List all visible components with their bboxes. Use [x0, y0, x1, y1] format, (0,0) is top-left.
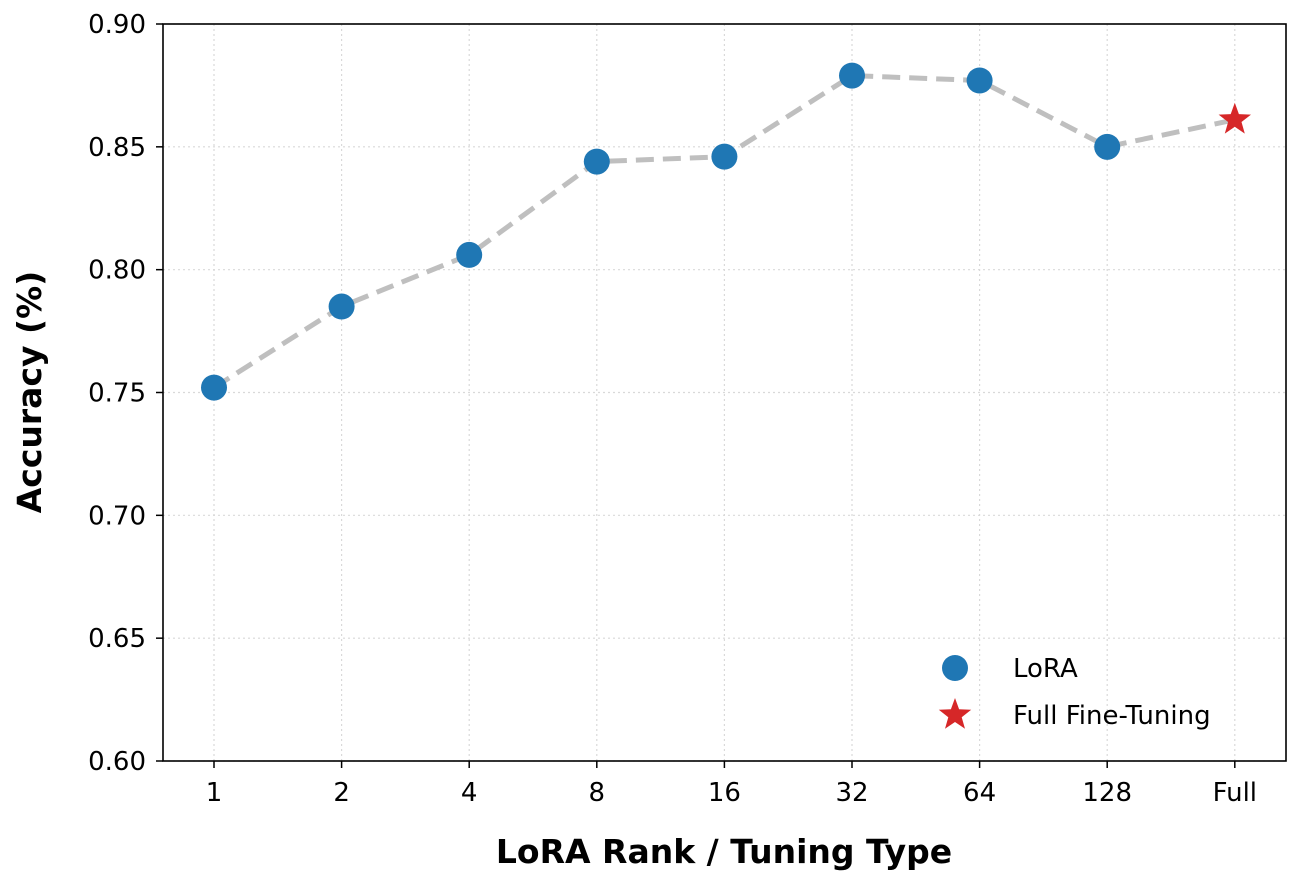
- y-tick-label: 0.65: [88, 624, 146, 654]
- y-tick-label: 0.90: [88, 10, 146, 40]
- data-point-lora-rank-1: [201, 374, 227, 401]
- data-markers: [201, 62, 1251, 401]
- x-tick-label: 1: [206, 778, 223, 808]
- x-tick-label: 4: [461, 778, 478, 808]
- y-tick-label: 0.80: [88, 256, 146, 286]
- data-point-full-fine-tuning: [1218, 102, 1251, 134]
- x-tick-label: 2: [333, 778, 350, 808]
- legend: LoRA Full Fine-Tuning: [938, 654, 1211, 731]
- legend-full-fine-tuning-marker: [938, 698, 972, 729]
- x-tick-label: 64: [963, 778, 996, 808]
- x-tick-label: 8: [589, 778, 606, 808]
- grid-lines: [163, 23, 1286, 762]
- y-axis-label: Accuracy (%): [10, 271, 49, 514]
- data-point-lora-rank-16: [711, 143, 738, 170]
- data-point-lora-rank-128: [1094, 133, 1121, 160]
- y-axis: 0.60 0.65 0.70 0.75 0.80 0.85 0.90: [88, 10, 163, 777]
- x-tick-label: 16: [708, 778, 741, 808]
- legend-full-fine-tuning-label: Full Fine-Tuning: [1013, 701, 1211, 731]
- x-tick-label: 128: [1082, 778, 1132, 808]
- data-point-lora-rank-32: [839, 62, 865, 89]
- x-tick-label: Full: [1213, 778, 1257, 808]
- y-tick-label: 0.85: [88, 133, 146, 163]
- legend-lora-label: LoRA: [1013, 654, 1078, 684]
- y-tick-label: 0.60: [88, 747, 146, 777]
- data-point-lora-rank-64: [966, 67, 993, 94]
- data-point-lora-rank-4: [456, 241, 483, 268]
- x-tick-label: 32: [835, 778, 868, 808]
- y-tick-label: 0.70: [88, 501, 146, 531]
- data-point-lora-rank-8: [583, 148, 610, 175]
- y-tick-label: 0.75: [88, 379, 146, 409]
- x-axis-label: LoRA Rank / Tuning Type: [496, 832, 952, 871]
- data-point-lora-rank-2: [328, 293, 355, 320]
- legend-lora-marker: [942, 655, 968, 681]
- x-axis: 1 2 4 8 16 32 64 128 Full: [206, 761, 1257, 808]
